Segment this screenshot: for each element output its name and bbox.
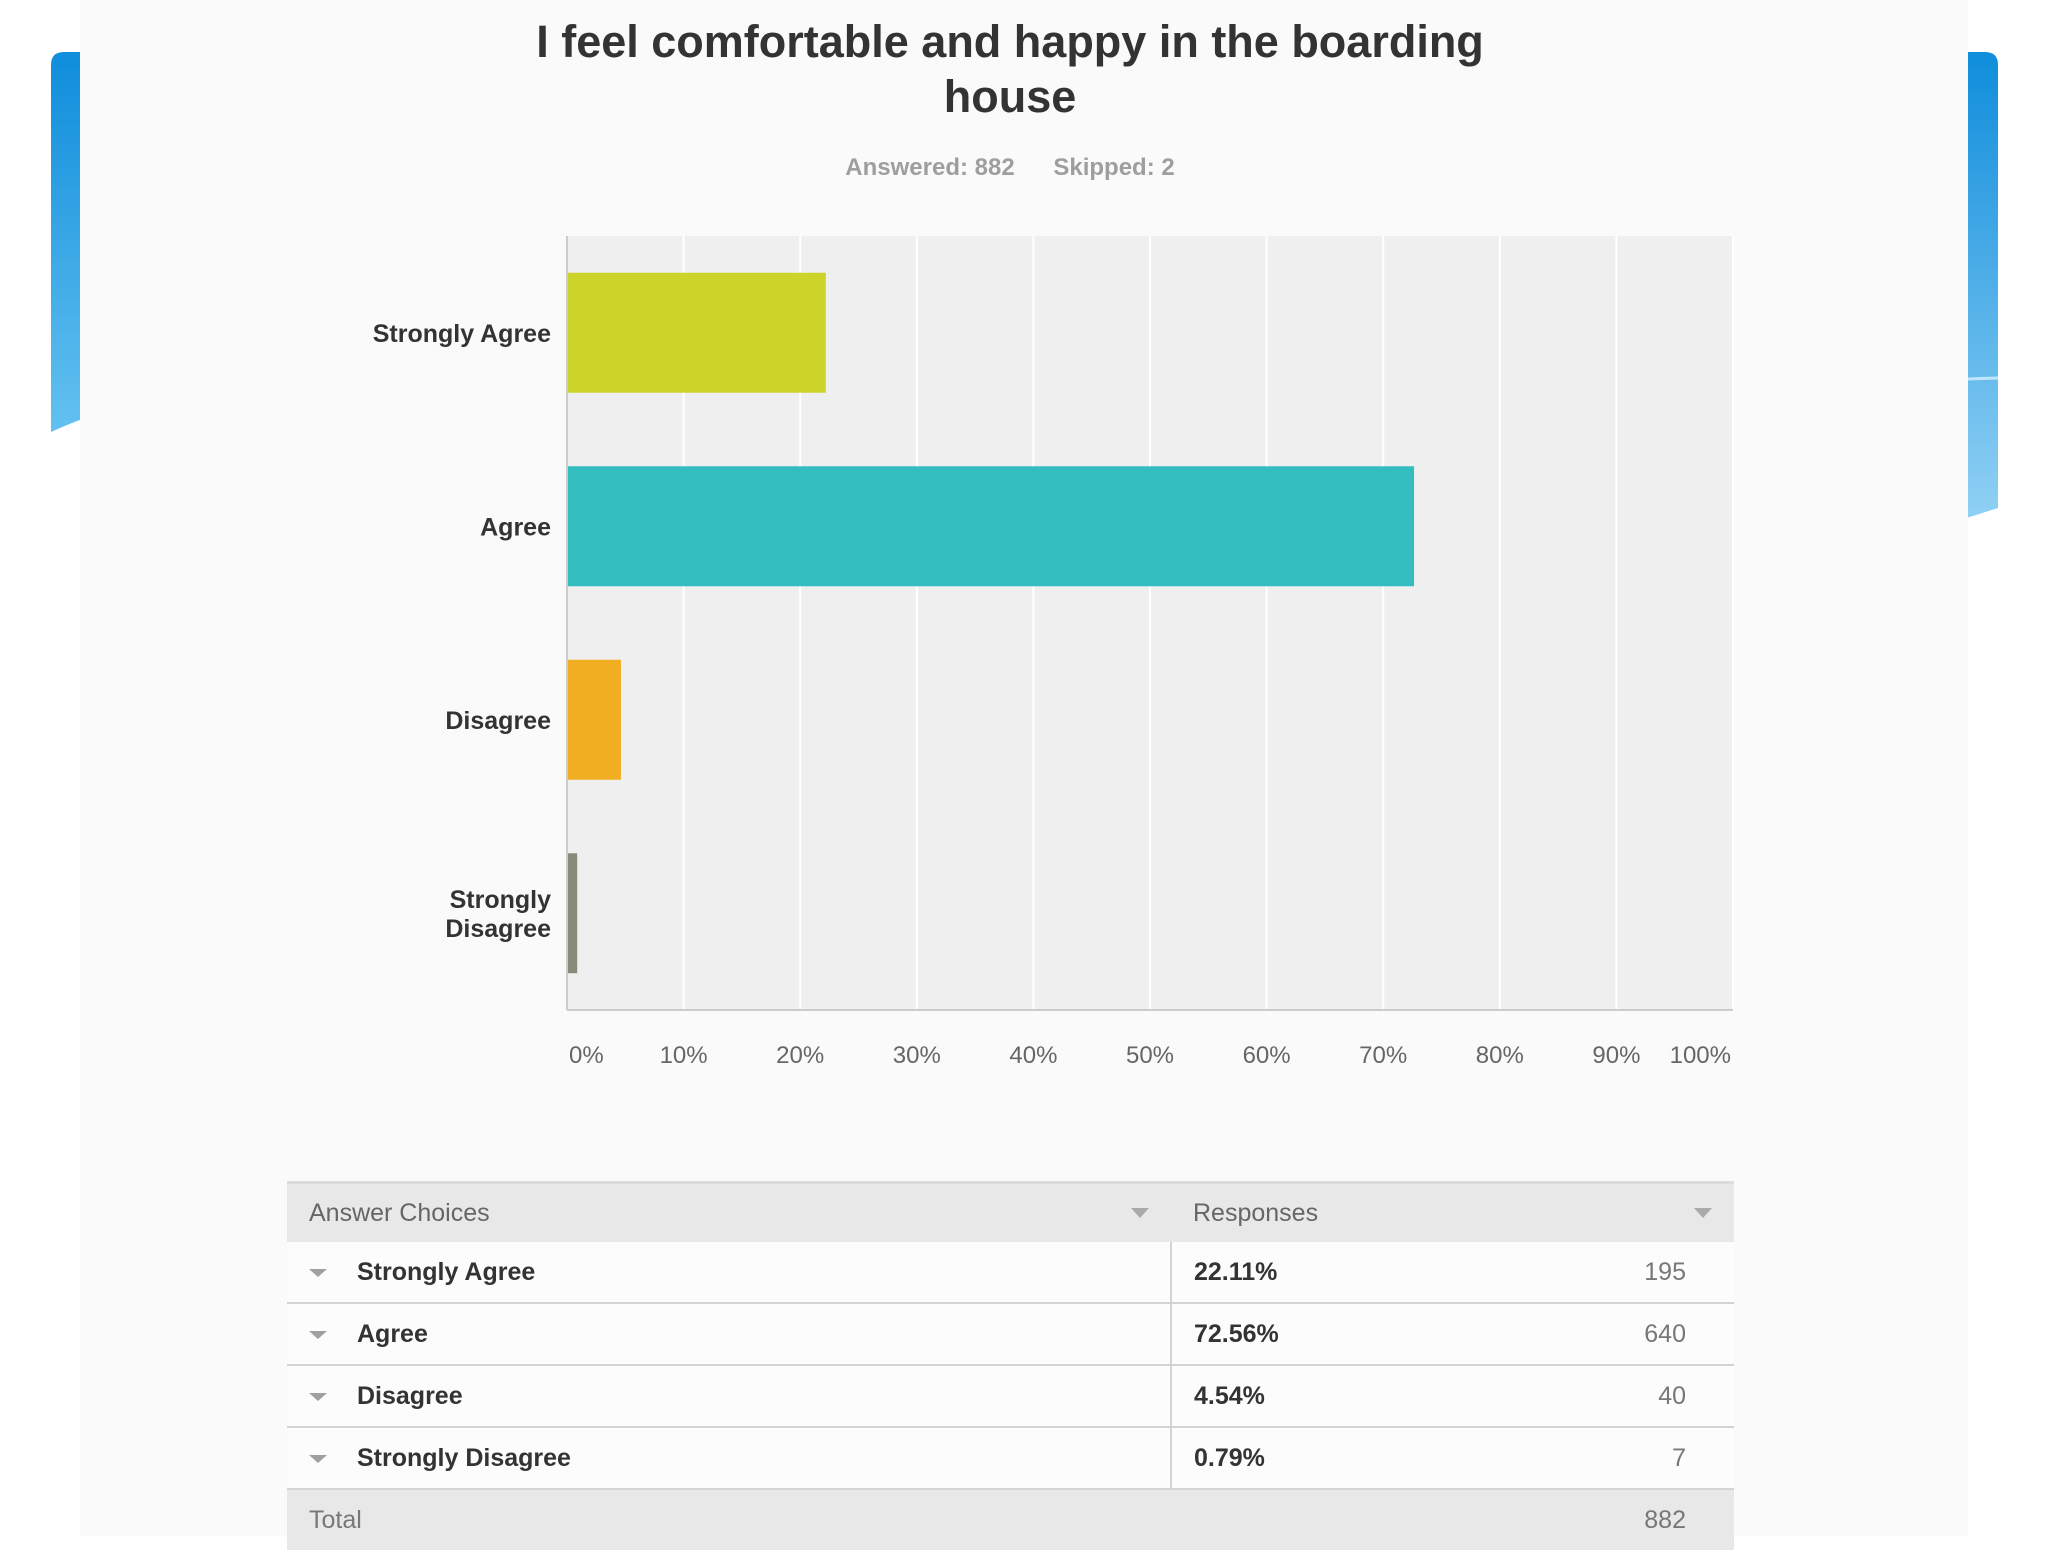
x-tick-label: 40% (1009, 1042, 1057, 1069)
answer-choice: Strongly Agree (357, 1257, 536, 1286)
column-header-answer-choices[interactable]: Answer Choices (287, 1181, 1171, 1242)
response-percent: 22.11% (1171, 1242, 1465, 1304)
bar-agree (568, 466, 1415, 587)
y-category-label: Agree (480, 513, 551, 541)
x-tick-label: 20% (776, 1042, 824, 1069)
x-tick-label: 100% (1670, 1042, 1731, 1069)
expand-caret-icon[interactable] (309, 1330, 327, 1339)
response-count: 640 (1465, 1303, 1734, 1366)
y-category-label: Disagree (445, 707, 551, 735)
y-category-label: Strongly Disagree (445, 886, 551, 943)
x-tick-label: 10% (660, 1042, 708, 1069)
response-stats: Answered: 882 Skipped: 2 (790, 154, 1230, 182)
expand-caret-icon[interactable] (309, 1268, 327, 1277)
x-tick-label: 50% (1126, 1042, 1174, 1069)
table-row: Agree 72.56% 640 (287, 1303, 1734, 1366)
response-count: 40 (1465, 1365, 1734, 1428)
bar-strongly-agree (568, 272, 826, 393)
x-tick-label: 30% (893, 1042, 941, 1069)
skipped-count: Skipped: 2 (1053, 154, 1175, 181)
response-count: 195 (1465, 1242, 1734, 1304)
y-category-label: Strongly Agree (373, 320, 551, 348)
x-tick-label: 70% (1359, 1042, 1407, 1069)
total-label: Total (287, 1489, 1171, 1550)
sort-caret-icon[interactable] (1131, 1208, 1149, 1218)
chart-title: I feel comfortable and happy in the boar… (536, 16, 1484, 122)
table-row: Strongly Agree 22.11% 195 (287, 1242, 1734, 1304)
response-percent: 0.79% (1171, 1427, 1465, 1490)
answered-count: Answered: 882 (845, 154, 1015, 181)
column-header-responses[interactable]: Responses (1171, 1181, 1734, 1242)
response-percent: 4.54% (1171, 1365, 1465, 1428)
table-row: Strongly Disagree 0.79% 7 (287, 1427, 1734, 1490)
x-tick-label: 90% (1592, 1042, 1640, 1069)
bar-disagree (568, 659, 621, 780)
expand-caret-icon[interactable] (309, 1392, 327, 1401)
total-count: 882 (1465, 1489, 1734, 1550)
responses-table: Answer Choices Responses Strongly Agree … (287, 1181, 1734, 1550)
answer-choice: Strongly Disagree (357, 1443, 571, 1472)
bar-strongly-disagree (568, 853, 578, 974)
expand-caret-icon[interactable] (309, 1454, 327, 1463)
x-tick-label: 0% (569, 1042, 604, 1069)
sort-caret-icon[interactable] (1694, 1208, 1712, 1218)
table-row: Disagree 4.54% 40 (287, 1365, 1734, 1428)
x-tick-label: 60% (1243, 1042, 1291, 1069)
x-tick-label: 80% (1476, 1042, 1524, 1069)
response-count: 7 (1465, 1427, 1734, 1490)
answer-choice: Agree (357, 1319, 428, 1348)
response-percent: 72.56% (1171, 1303, 1465, 1366)
answer-choice: Disagree (357, 1381, 463, 1410)
total-row: Total 882 (287, 1489, 1734, 1550)
